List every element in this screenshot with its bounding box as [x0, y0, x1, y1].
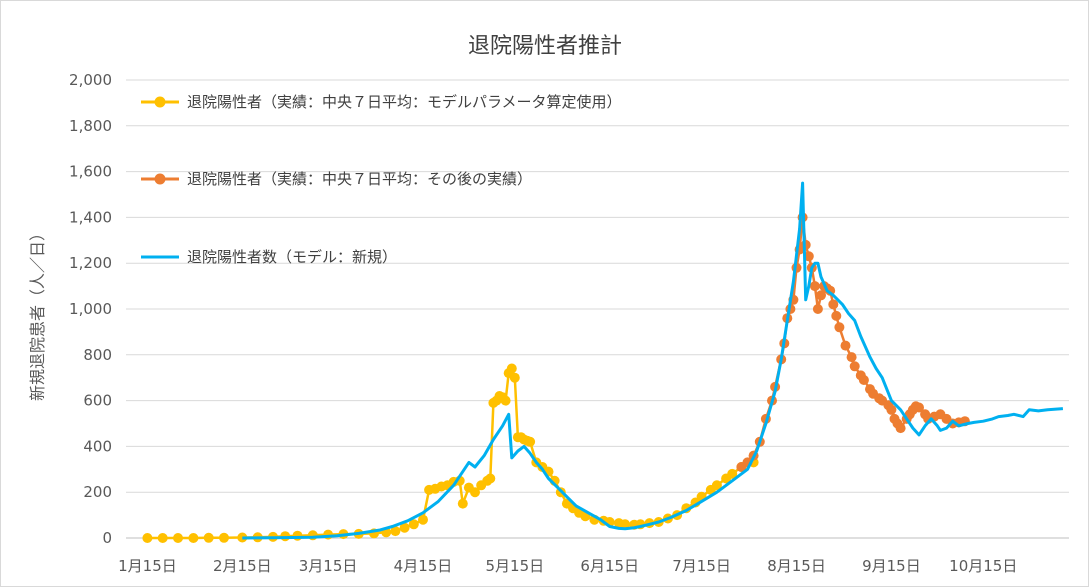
data-point — [812, 304, 823, 314]
x-tick-label: 8月15日 — [767, 557, 826, 575]
data-point — [142, 533, 153, 543]
y-tick-label: 0 — [102, 529, 112, 547]
data-point — [816, 290, 826, 301]
x-tick-label: 5月15日 — [486, 557, 545, 575]
y-tick-label: 400 — [83, 437, 112, 455]
x-tick-label: 2月15日 — [213, 557, 272, 575]
y-tick-label: 1,000 — [69, 300, 112, 318]
data-point — [470, 487, 480, 498]
y-tick-label: 200 — [83, 483, 112, 501]
x-tick-label: 1月15日 — [118, 557, 177, 575]
gridlines — [126, 79, 1069, 539]
data-point — [408, 519, 419, 530]
y-tick-label: 1,600 — [69, 163, 112, 181]
series-line — [147, 367, 755, 540]
series-2 — [736, 212, 970, 472]
y-tick-label: 1,200 — [69, 254, 112, 272]
data-point — [188, 533, 199, 543]
y-tick-label: 2,000 — [69, 71, 112, 89]
y-tick-label: 600 — [83, 392, 112, 410]
data-point — [418, 514, 428, 525]
data-point — [846, 352, 857, 363]
y-tick-label: 1,400 — [69, 208, 112, 226]
x-axis-ticks: 1月15日 2月15日 3月15日 4月15日 5月15日 6月15日 7月15日 8月15日… — [118, 557, 1017, 575]
series-layer — [142, 181, 1064, 543]
data-point — [895, 423, 906, 434]
data-point — [914, 402, 924, 413]
legend-swatch-marker — [154, 96, 166, 108]
data-point — [727, 468, 738, 479]
data-point — [390, 526, 401, 537]
legend-swatch-marker — [154, 173, 166, 185]
x-tick-label: 7月15日 — [672, 557, 731, 575]
data-point — [803, 251, 814, 262]
data-point — [157, 533, 168, 543]
y-tick-label: 1,800 — [69, 117, 112, 135]
y-axis-ticks: 0 200 400 600 800 1,000 1,200 1,400 1,600 1,800 2,… — [69, 71, 112, 547]
data-point — [219, 532, 229, 543]
y-tick-label: 800 — [83, 346, 112, 364]
data-point — [506, 363, 517, 374]
y-axis-label: 新規退院患者（人／日） — [28, 225, 47, 401]
data-point — [886, 404, 897, 415]
series-line — [242, 181, 1064, 540]
data-point — [457, 498, 468, 509]
x-tick-label: 6月15日 — [580, 557, 639, 575]
series-3 — [242, 181, 1064, 540]
data-point — [173, 533, 183, 543]
x-tick-label: 4月15日 — [394, 557, 453, 575]
data-point — [831, 310, 842, 321]
data-point — [500, 395, 511, 406]
data-point — [525, 436, 536, 447]
data-point — [485, 473, 496, 484]
data-point — [840, 340, 851, 351]
legend-label: 退院陽性者数（モデル：新規） — [187, 248, 397, 266]
legend-label: 退院陽性者（実績：中央７日平均：その後の実績） — [187, 170, 532, 188]
x-tick-label: 10月15日 — [949, 557, 1017, 575]
data-point — [809, 281, 820, 292]
data-point — [509, 372, 520, 383]
legend-label: 退院陽性者（実績：中央７日平均：モデルパラメータ算定使用） — [187, 93, 622, 111]
series-1 — [142, 363, 759, 543]
data-point — [399, 522, 410, 533]
series-line — [740, 216, 966, 468]
data-point — [828, 299, 839, 310]
data-point — [834, 322, 845, 333]
chart-title: 退院陽性者推計 — [468, 34, 622, 59]
x-tick-label: 9月15日 — [862, 557, 921, 575]
data-point — [858, 375, 869, 385]
x-tick-label: 3月15日 — [299, 557, 358, 575]
data-point — [620, 519, 631, 530]
legend: 退院陽性者（実績：中央７日平均：モデルパラメータ算定使用） 退院陽性者（実績：中央… — [141, 93, 622, 266]
data-point — [292, 530, 303, 541]
data-point — [711, 480, 722, 491]
data-point — [203, 532, 214, 543]
data-point — [849, 361, 860, 372]
